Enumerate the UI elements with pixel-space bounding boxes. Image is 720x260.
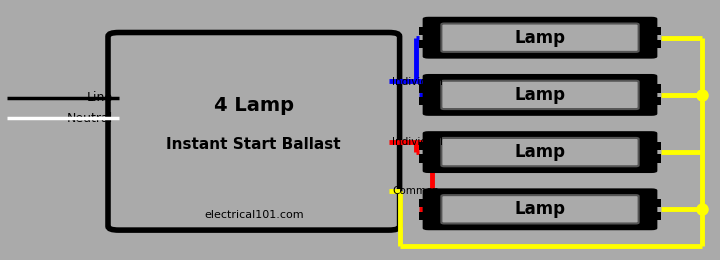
FancyBboxPatch shape bbox=[441, 195, 639, 223]
Text: electrical101.com: electrical101.com bbox=[204, 210, 304, 219]
Bar bbox=[652, 97, 661, 106]
Text: Lamp: Lamp bbox=[515, 86, 565, 104]
Bar bbox=[419, 40, 428, 48]
Bar bbox=[419, 199, 428, 207]
Bar bbox=[419, 141, 428, 150]
Text: Line: Line bbox=[87, 91, 113, 104]
Text: Lamp: Lamp bbox=[515, 143, 565, 161]
Text: 4 Lamp: 4 Lamp bbox=[214, 96, 294, 115]
Bar bbox=[652, 84, 661, 93]
Text: Neutral: Neutral bbox=[67, 112, 113, 125]
Bar bbox=[419, 97, 428, 106]
FancyBboxPatch shape bbox=[108, 32, 400, 230]
Bar bbox=[652, 27, 661, 35]
Bar bbox=[652, 141, 661, 150]
Bar bbox=[419, 212, 428, 220]
Bar bbox=[419, 84, 428, 93]
Bar bbox=[652, 212, 661, 220]
FancyBboxPatch shape bbox=[441, 138, 639, 166]
Text: Individual: Individual bbox=[392, 77, 444, 87]
FancyBboxPatch shape bbox=[441, 81, 639, 109]
FancyBboxPatch shape bbox=[441, 23, 639, 52]
Text: Lamp: Lamp bbox=[515, 29, 565, 47]
FancyBboxPatch shape bbox=[423, 131, 657, 173]
Text: Common: Common bbox=[392, 186, 439, 196]
FancyBboxPatch shape bbox=[423, 188, 657, 230]
FancyBboxPatch shape bbox=[423, 17, 657, 58]
Text: Instant Start Ballast: Instant Start Ballast bbox=[166, 137, 341, 152]
Text: Individual: Individual bbox=[392, 137, 444, 147]
Bar bbox=[652, 40, 661, 48]
Bar bbox=[419, 27, 428, 35]
Bar bbox=[419, 154, 428, 163]
FancyBboxPatch shape bbox=[423, 74, 657, 116]
Bar bbox=[652, 199, 661, 207]
Bar bbox=[652, 154, 661, 163]
Text: Lamp: Lamp bbox=[515, 200, 565, 218]
